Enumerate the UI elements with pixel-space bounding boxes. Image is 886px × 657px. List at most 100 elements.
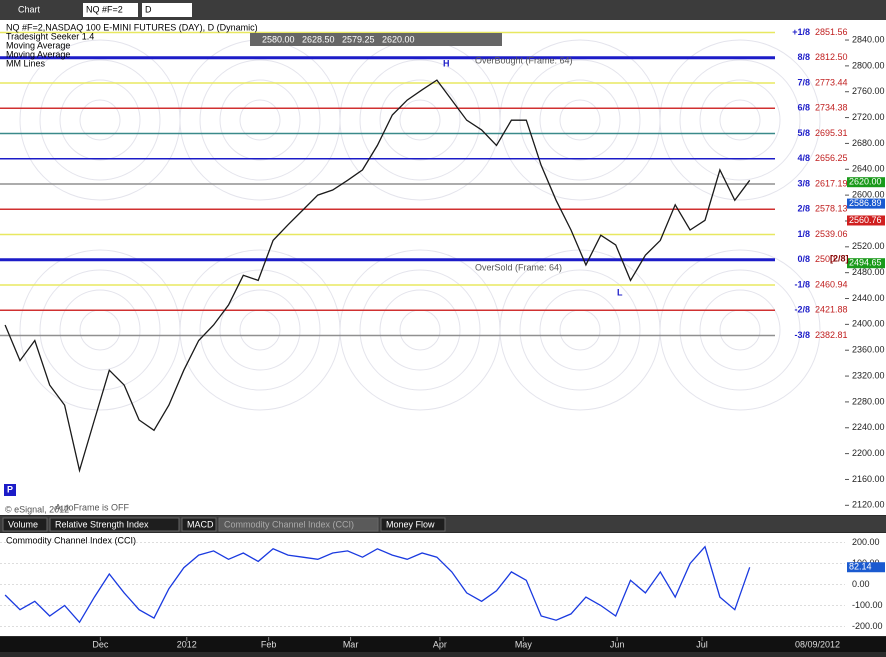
- mm-value: 2421.88: [815, 305, 848, 315]
- mm-value: 2500: [815, 254, 835, 264]
- x-tick-label: May: [515, 639, 533, 649]
- y-tick-label: 2760.00: [852, 86, 885, 96]
- tab[interactable]: [49, 517, 180, 532]
- symbol-box[interactable]: [83, 3, 138, 17]
- cci-tag-label: 82.14: [849, 562, 872, 572]
- quote-value: 2579.25: [342, 34, 375, 44]
- pattern-ring: [539, 79, 621, 161]
- pattern-ring: [219, 79, 301, 161]
- y-tick-label: 2240.00: [852, 422, 885, 432]
- pattern-ring: [659, 249, 821, 411]
- y-tick-label: 2320.00: [852, 370, 885, 380]
- mm-label: 2/8: [797, 204, 810, 214]
- price-tag-label: 2586.89: [849, 198, 882, 208]
- pattern-ring: [219, 289, 301, 371]
- y-tick-label: 2840.00: [852, 34, 885, 44]
- date-label: 08/09/2012: [795, 639, 840, 649]
- price-tag-label: 2494.65: [849, 258, 882, 268]
- cci-pane: [0, 533, 845, 636]
- pattern-ring: [359, 59, 481, 181]
- mm-label: 4/8: [797, 153, 810, 163]
- mm-value: 2617.19: [815, 178, 848, 188]
- cci-tick-label: 200.00: [852, 537, 880, 547]
- mm-label: 6/8: [797, 103, 810, 113]
- mm-value: 2812.50: [815, 52, 848, 62]
- tab[interactable]: [218, 517, 379, 532]
- p-badge-label: P: [7, 484, 13, 494]
- y-tick-label: 2480.00: [852, 267, 885, 277]
- mm-value: 2578.13: [815, 204, 848, 214]
- tab-label[interactable]: Relative Strength Index: [55, 519, 149, 529]
- quote-box: [250, 33, 502, 46]
- p-badge: [4, 484, 16, 496]
- tab[interactable]: [2, 517, 48, 532]
- cci-axis: [845, 533, 886, 636]
- tab-label[interactable]: Commodity Channel Index (CCI): [224, 519, 354, 529]
- pattern-ring: [199, 59, 321, 181]
- x-tick-label: Apr: [433, 639, 447, 649]
- legend-entry: NQ #F=2,NASDAQ 100 E-MINI FUTURES (DAY),…: [6, 22, 258, 32]
- background-pattern: [19, 39, 821, 411]
- y-tick-label: 2520.00: [852, 241, 885, 251]
- mm-label: -3/8: [794, 330, 810, 340]
- y-tick-label: 2120.00: [852, 500, 885, 510]
- pattern-ring: [359, 269, 481, 391]
- mm-label: -2/8: [794, 305, 810, 315]
- y-tick-label: 2640.00: [852, 164, 885, 174]
- oversold-label: OverSold (Frame: 64): [475, 262, 562, 272]
- mm-value: 2773.44: [815, 77, 848, 87]
- price-tag: [847, 198, 885, 209]
- toolbar: [0, 0, 886, 20]
- tab-label[interactable]: Money Flow: [386, 519, 435, 529]
- pattern-ring: [699, 79, 781, 161]
- price-tag-label: 2620.00: [849, 177, 882, 187]
- pattern-ring: [199, 269, 321, 391]
- tab-label[interactable]: MACD: [187, 519, 214, 529]
- pattern-ring: [719, 99, 761, 141]
- y-tick-label: 2680.00: [852, 138, 885, 148]
- interval-box[interactable]: [142, 3, 192, 17]
- y-tick-label: 2200.00: [852, 448, 885, 458]
- pattern-ring: [379, 289, 461, 371]
- pattern-ring: [59, 79, 141, 161]
- y-tick-label: 2400.00: [852, 319, 885, 329]
- price-tag: [847, 215, 885, 226]
- y-tick-label: 2800.00: [852, 60, 885, 70]
- pattern-ring: [699, 289, 781, 371]
- pattern-ring: [59, 289, 141, 371]
- overbought-label: OverBought (Frame: 64): [475, 55, 573, 65]
- price-tag: [847, 177, 885, 188]
- y-tick-label: 2720.00: [852, 112, 885, 122]
- mm-label: 3/8: [797, 178, 810, 188]
- price-tag: [847, 258, 885, 269]
- mm-label: +1/8: [792, 27, 810, 37]
- symbol[interactable]: NQ #F=2: [86, 4, 123, 14]
- quote-value: 2620.00: [382, 34, 415, 44]
- tab-label[interactable]: Volume: [8, 519, 38, 529]
- interval[interactable]: D: [145, 4, 152, 14]
- legend-entry: Tradesight Seeker 1.4: [6, 31, 94, 41]
- mm-value: 2695.31: [815, 128, 848, 138]
- x-tick-label: Jul: [696, 639, 708, 649]
- pattern-ring: [539, 289, 621, 371]
- legend-entry: Moving Average: [6, 40, 70, 50]
- autoframe-label: AutoFrame is OFF: [55, 502, 130, 512]
- pattern-ring: [79, 99, 121, 141]
- y-tick-label: 2360.00: [852, 345, 885, 355]
- cci-tick-label: -100.00: [852, 600, 883, 610]
- tab[interactable]: [380, 517, 446, 532]
- mm-label: 1/8: [797, 229, 810, 239]
- time-axis: [0, 637, 886, 652]
- cci-title: Commodity Channel Index (CCI): [6, 535, 136, 545]
- mm-value: 2460.94: [815, 279, 848, 289]
- pattern-ring: [659, 39, 821, 201]
- pattern-ring: [679, 59, 801, 181]
- quote-value: 2628.50: [302, 34, 335, 44]
- pattern-ring: [39, 269, 161, 391]
- pattern-ring: [39, 59, 161, 181]
- price-pane: [0, 20, 845, 515]
- tab[interactable]: [181, 517, 217, 532]
- mm-value: 2851.56: [815, 27, 848, 37]
- low-marker: L: [617, 287, 623, 297]
